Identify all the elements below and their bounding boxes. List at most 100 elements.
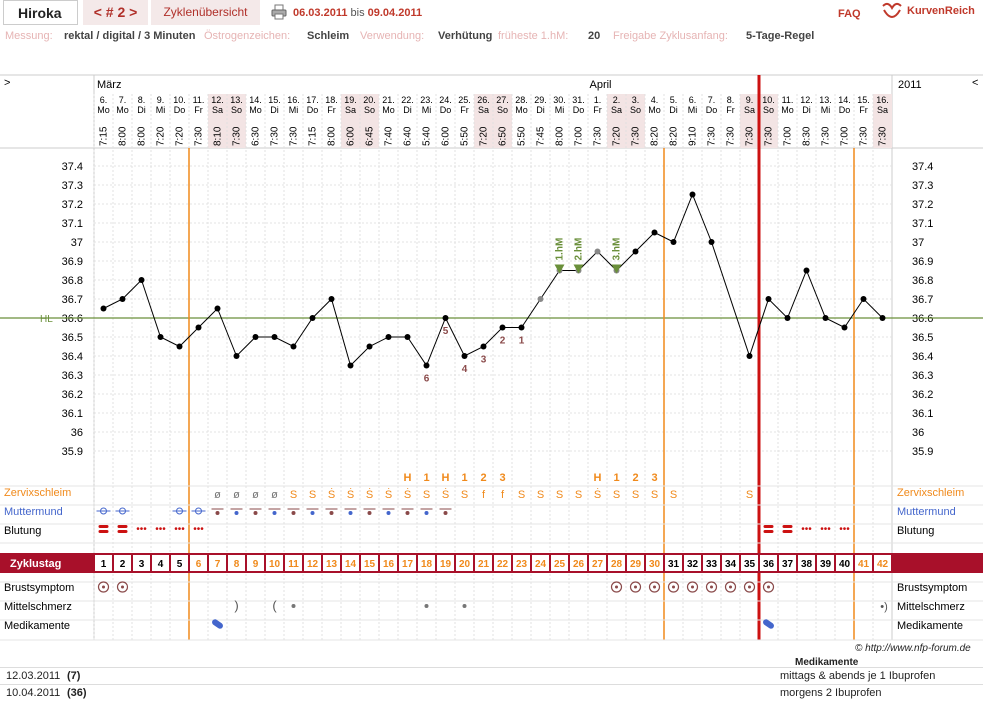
breast-symptom-icon <box>686 581 699 593</box>
measure-time: 5:50 <box>460 126 471 146</box>
pain-dot <box>424 604 429 608</box>
y-tick-label: 36.1 <box>62 408 83 420</box>
measure-time: 6:50 <box>498 126 509 146</box>
y-tick-label: 37.1 <box>912 218 933 230</box>
cervix-position-icon <box>310 511 315 515</box>
cycle-day-cell <box>874 555 891 571</box>
print-icon[interactable] <box>271 4 287 20</box>
day-date: 12. <box>211 95 224 105</box>
measure-time: 8:00 <box>118 126 129 146</box>
measure-time: 5:40 <box>422 126 433 146</box>
day-date: 21. <box>382 95 395 105</box>
temperature-point <box>138 277 145 283</box>
tab-cycle-overview[interactable]: Zyklenübersicht <box>151 0 260 25</box>
cycle-day-cell <box>95 555 112 571</box>
higher-measure-label: 3.hM <box>612 238 623 261</box>
row-label: Mittelschmerz <box>4 601 72 613</box>
row-label-blutung: Blutung <box>897 525 934 537</box>
measure-time: 6:00 <box>346 126 357 146</box>
cycle-day-number: 15 <box>364 559 376 570</box>
measure-time: 6:40 <box>403 126 414 146</box>
y-tick-label: 37.3 <box>62 180 83 192</box>
cycle-day-cell <box>817 555 834 571</box>
day-date: 11. <box>782 95 794 105</box>
day-date: 31. <box>572 95 585 105</box>
weekend-shade <box>740 94 759 148</box>
pain-left-icon: ( <box>272 598 277 613</box>
weekend-shade <box>360 94 379 148</box>
measurement-label: Messung: <box>5 30 53 42</box>
cycle-day-cell <box>532 555 549 571</box>
cervix-symbol: S <box>613 489 620 501</box>
day-weekday: Di <box>669 105 678 115</box>
temperature-point <box>822 315 829 321</box>
temperature-point <box>366 343 373 350</box>
day-weekday: Fr <box>726 105 735 115</box>
bleeding-light-icon: ••• <box>820 524 831 535</box>
bleeding-light-icon: ••• <box>136 524 147 535</box>
cycle-day-cell <box>646 555 663 571</box>
row-label-muttermund: Muttermund <box>4 506 63 518</box>
day-date: 18. <box>325 95 338 105</box>
breast-symptom-dot <box>729 585 732 589</box>
cervix-symbol: S <box>537 489 544 501</box>
day-weekday: Do <box>573 105 585 115</box>
cervix-position-icon <box>215 511 220 515</box>
day-weekday: Mo <box>382 105 395 115</box>
breast-symptom-icon <box>629 581 642 593</box>
cervix-symbol: S <box>461 489 468 501</box>
day-date: 14. <box>249 95 262 105</box>
cervix-position-icon <box>272 511 277 515</box>
peak-mark: 2 <box>632 472 638 484</box>
heart-logo-icon <box>882 2 902 18</box>
cycle-day-number: 5 <box>177 559 183 570</box>
measure-time: 7:20 <box>479 126 490 146</box>
kurvenreich-logo[interactable]: KurvenReich <box>880 2 983 24</box>
earliest-hm-value: 20 <box>588 30 601 42</box>
measure-time: 7:30 <box>232 126 243 146</box>
weekend-shade <box>474 94 493 148</box>
breast-symptom-dot <box>748 585 751 589</box>
temperature-point <box>879 315 886 321</box>
day-date: 22. <box>401 95 414 105</box>
cycle-day-cell <box>228 555 245 571</box>
day-weekday: Mo <box>781 105 794 115</box>
cycle-day-number: 29 <box>630 559 642 570</box>
y-tick-label: 36.7 <box>912 294 933 306</box>
day-weekday: Do <box>174 105 186 115</box>
temperature-point <box>860 296 867 302</box>
measure-time: 6:45 <box>365 126 376 146</box>
y-tick-label: 37.2 <box>912 199 933 211</box>
y-tick-label: 36.8 <box>912 275 933 287</box>
temperature-point <box>708 239 715 245</box>
cycle-navigation[interactable]: < # 2 > <box>83 0 148 25</box>
weekend-shade <box>873 94 892 148</box>
cycle-day-number: 8 <box>234 559 240 570</box>
cycle-day-cell <box>608 555 625 571</box>
measure-time: 7:20 <box>156 126 167 146</box>
faq-link[interactable]: FAQ <box>838 8 861 20</box>
temperature-point <box>290 343 297 350</box>
cervix-symbol: Ṡ <box>366 488 373 501</box>
count-label: 2 <box>500 336 506 347</box>
temperature-point <box>100 305 107 312</box>
estrogen-label: Östrogenzeichen: <box>204 30 291 42</box>
bleeding-light-icon: ••• <box>801 524 812 535</box>
breast-symptom-icon <box>97 581 110 593</box>
user-name[interactable]: Hiroka <box>3 0 78 25</box>
bleeding-strong-icon <box>763 525 774 528</box>
measure-time: 7:30 <box>593 126 604 146</box>
breast-symptom-dot <box>691 585 694 589</box>
temperature-point <box>119 296 126 302</box>
higher-measure-label: 1.hM <box>555 238 566 261</box>
breast-symptom-dot <box>653 585 656 589</box>
bleeding-strong-icon <box>782 525 793 528</box>
temperature-point <box>328 296 335 302</box>
cycle-day-number: 16 <box>383 559 395 570</box>
measure-time: 6:00 <box>441 126 452 146</box>
cycle-day-cell <box>494 555 511 571</box>
y-tick-label: 36.4 <box>62 351 83 363</box>
measure-time: 7:30 <box>821 126 832 146</box>
temperature-point <box>271 334 278 340</box>
cervix-symbol: S <box>670 489 677 501</box>
